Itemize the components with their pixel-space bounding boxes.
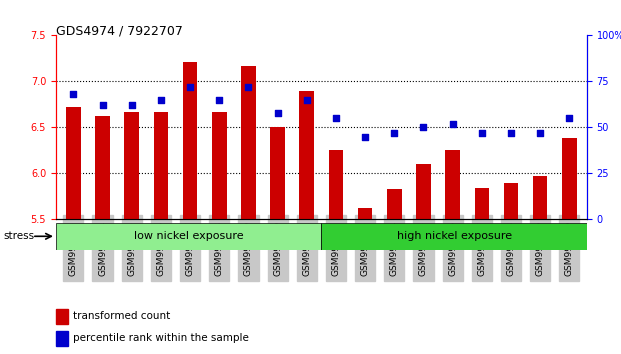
Point [389, 130, 399, 136]
FancyBboxPatch shape [56, 223, 322, 250]
Text: GDS4974 / 7922707: GDS4974 / 7922707 [56, 25, 183, 38]
Bar [562, 138, 577, 219]
Bar [95, 116, 110, 219]
Bar [504, 183, 519, 219]
Bar [533, 176, 548, 219]
Text: transformed count: transformed count [73, 312, 170, 321]
Point [127, 103, 137, 108]
Bar [56, 331, 68, 346]
Bar [416, 164, 431, 219]
Text: high nickel exposure: high nickel exposure [397, 231, 512, 241]
Bar [329, 149, 343, 219]
Bar [270, 127, 285, 219]
Point [360, 134, 370, 139]
Bar [445, 149, 460, 219]
Point [68, 91, 78, 97]
Point [97, 103, 107, 108]
Point [214, 97, 224, 103]
Bar [56, 309, 68, 324]
Point [564, 115, 574, 121]
Point [535, 130, 545, 136]
Bar [241, 66, 256, 219]
Point [419, 125, 428, 130]
Point [156, 97, 166, 103]
Point [506, 130, 516, 136]
Bar [387, 189, 402, 219]
Bar [124, 112, 139, 219]
Point [302, 97, 312, 103]
Bar [153, 112, 168, 219]
Bar [358, 207, 373, 219]
Point [477, 130, 487, 136]
Point [331, 115, 341, 121]
Point [448, 121, 458, 127]
Bar [212, 112, 227, 219]
Point [273, 110, 283, 115]
Bar [299, 91, 314, 219]
Point [185, 84, 195, 90]
Point [243, 84, 253, 90]
Bar [474, 188, 489, 219]
Text: stress: stress [3, 231, 34, 241]
Bar [66, 107, 81, 219]
Bar [183, 62, 197, 219]
FancyBboxPatch shape [322, 223, 587, 250]
Text: percentile rank within the sample: percentile rank within the sample [73, 333, 249, 343]
Text: low nickel exposure: low nickel exposure [134, 231, 243, 241]
